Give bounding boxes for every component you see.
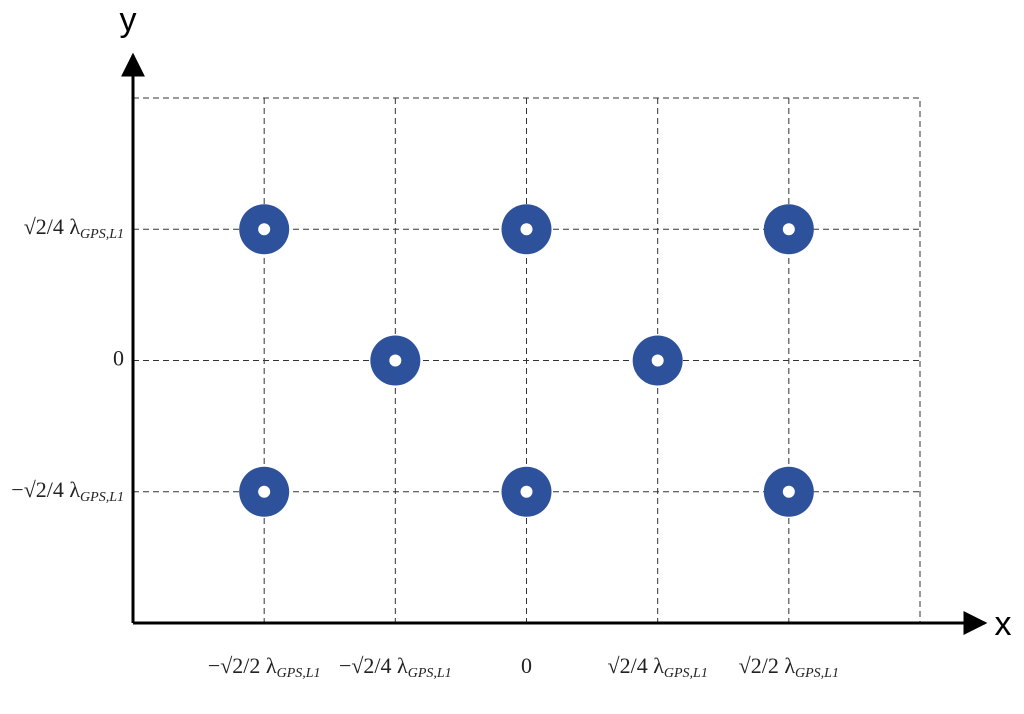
element-marker <box>501 204 552 255</box>
element-marker <box>501 466 552 517</box>
element-marker <box>239 204 290 255</box>
tick-label: 0 <box>113 346 124 371</box>
element-marker <box>763 204 814 255</box>
marker-center <box>651 354 664 367</box>
marker-center <box>520 223 533 236</box>
element-marker <box>239 466 290 517</box>
grid <box>133 97 921 623</box>
marker-center <box>258 485 271 498</box>
marker-center <box>258 223 271 236</box>
element-marker <box>763 466 814 517</box>
marker-center <box>389 354 402 367</box>
tick-label: −√2/4 λGPS,L1 <box>11 477 124 505</box>
tick-label: √2/4 λGPS,L1 <box>24 214 124 242</box>
element-marker <box>370 335 421 386</box>
marker-center <box>520 485 533 498</box>
x-axis-label: x <box>995 605 1012 643</box>
tick-label: −√2/4 λGPS,L1 <box>339 653 452 681</box>
tick-label: √2/2 λGPS,L1 <box>739 653 839 681</box>
marker-center <box>782 485 795 498</box>
tick-label: −√2/2 λGPS,L1 <box>208 653 321 681</box>
element-marker <box>632 335 683 386</box>
y-axis-label: y <box>120 1 137 39</box>
marker-center <box>782 223 795 236</box>
tick-label: 0 <box>521 653 532 678</box>
tick-label: √2/4 λGPS,L1 <box>608 653 708 681</box>
